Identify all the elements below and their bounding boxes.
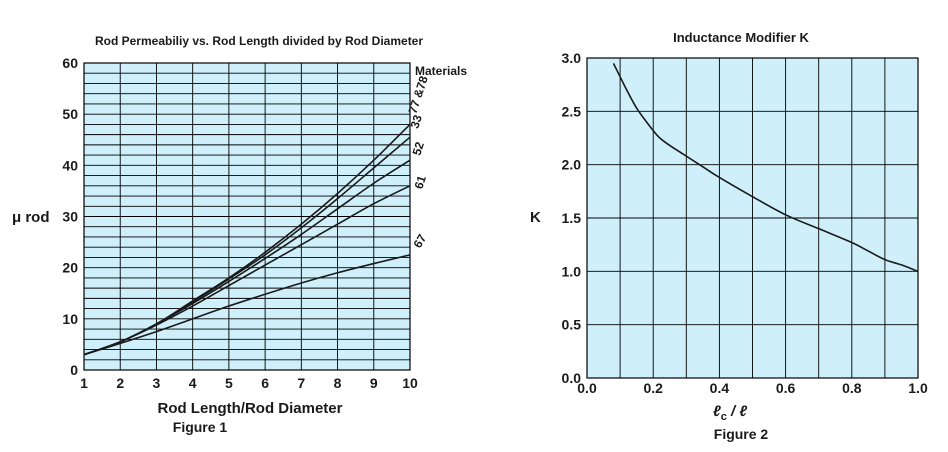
x-tick-label: 1.0 (908, 380, 928, 396)
y-tick-label: 2.0 (562, 157, 582, 173)
chart2-x-axis-label: ℓc / ℓ (713, 403, 747, 423)
y-tick-label: 60 (62, 55, 78, 71)
y-tick-label: 0.5 (562, 317, 582, 333)
y-tick-label: 2.5 (562, 103, 582, 119)
series-label: 61 (412, 173, 430, 190)
chart2-y-axis-label: K (530, 209, 541, 226)
y-tick-label: 10 (62, 311, 78, 327)
chart2-x-tick-labels: 0.0 0.2 0.4 0.6 0.8 1.0 (577, 380, 928, 396)
series-line-3 (83, 185, 411, 356)
y-tick-label: 0.0 (562, 370, 582, 386)
chart1-y-tick-labels: 0 10 20 30 40 50 60 (62, 55, 78, 378)
chart2-x-axis-label-main: ℓ (713, 403, 721, 420)
x-tick-label: 3 (153, 375, 161, 391)
chart1-gridlines (83, 62, 411, 371)
x-tick-label: 8 (334, 375, 342, 391)
chart1-title: Rod Permeabiliy vs. Rod Length divided b… (95, 34, 423, 48)
chart2-title: Inductance Modifier K (673, 30, 809, 45)
chart-inductance-modifier: Inductance Modifier K 0.0 0.5 1.0 1.5 2.0 2.5… (530, 30, 928, 442)
series-label: 67 (410, 232, 429, 251)
x-tick-label: 0.6 (776, 380, 796, 396)
y-tick-label: 1.5 (562, 210, 582, 226)
x-tick-label: 4 (189, 375, 197, 391)
x-tick-label: 2 (116, 375, 124, 391)
chart1-x-axis-label: Rod Length/Rod Diameter (157, 400, 342, 417)
x-tick-label: 10 (402, 375, 418, 391)
series-line-0 (612, 62, 919, 273)
y-tick-label: 20 (62, 260, 78, 276)
chart2-gridlines (586, 57, 919, 379)
y-tick-label: 1.0 (562, 263, 582, 279)
x-tick-label: 0.2 (643, 380, 663, 396)
y-tick-label: 40 (62, 157, 78, 173)
x-tick-label: 0.0 (577, 380, 597, 396)
chart2-x-axis-label-sub: c (721, 411, 727, 423)
chart2-y-tick-labels: 0.0 0.5 1.0 1.5 2.0 2.5 3.0 (562, 50, 582, 386)
chart1-legend-title: Materials (415, 64, 467, 78)
chart1-y-axis-label: μ rod (12, 209, 50, 226)
y-tick-label: 30 (62, 209, 78, 225)
chart2-caption: Figure 2 (714, 426, 769, 442)
x-tick-label: 5 (225, 375, 233, 391)
x-tick-label: 0.4 (710, 380, 730, 396)
chart-rod-permeability: Rod Permeabiliy vs. Rod Length divided b… (12, 34, 467, 435)
y-tick-label: 50 (62, 106, 78, 122)
series-line-4 (83, 254, 411, 356)
series-label: 33 (408, 113, 426, 130)
chart2-x-axis-label-rest: / ℓ (727, 403, 748, 420)
series-label: 52 (410, 140, 428, 157)
x-tick-label: 7 (297, 375, 305, 391)
x-tick-label: 9 (370, 375, 378, 391)
chart1-x-tick-labels: 1 2 3 4 5 6 7 8 9 10 (80, 375, 418, 391)
chart1-caption: Figure 1 (173, 419, 228, 435)
chart1-series-lines (83, 123, 411, 356)
y-tick-label: 3.0 (562, 50, 582, 66)
x-tick-label: 0.8 (842, 380, 862, 396)
y-tick-label: 0 (70, 362, 78, 378)
chart2-series-lines (612, 62, 919, 273)
x-tick-label: 1 (80, 375, 88, 391)
x-tick-label: 6 (261, 375, 269, 391)
